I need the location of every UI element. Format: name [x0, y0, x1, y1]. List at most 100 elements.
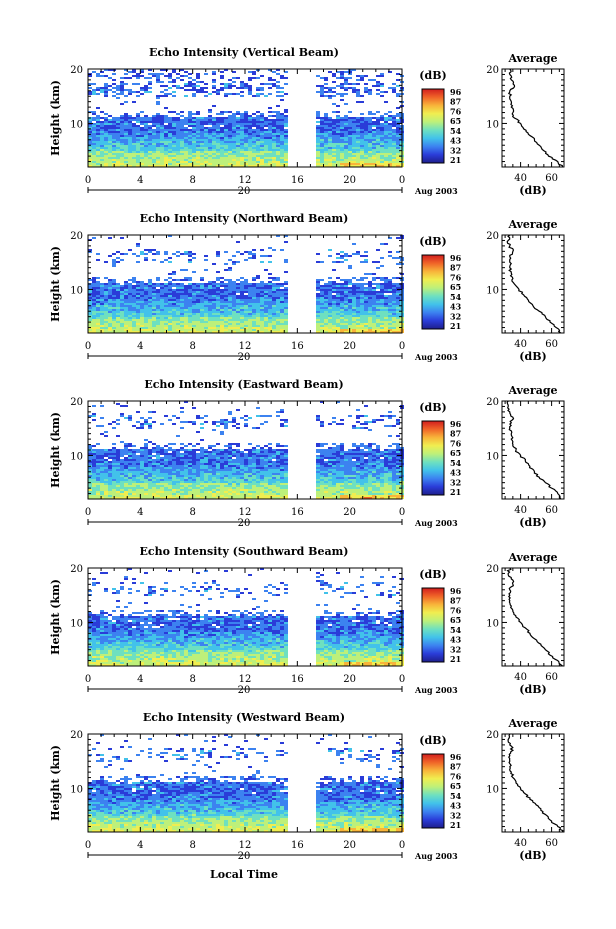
- colorbar-tick-label: 21: [450, 654, 461, 664]
- colorbar-tick-label: 65: [450, 282, 461, 292]
- x-tick-label: 0: [399, 507, 405, 518]
- x-tick-label: 4: [137, 840, 143, 851]
- date-month-label: Aug 2003: [414, 352, 458, 362]
- average-y-tick-label: 20: [486, 231, 499, 242]
- x-tick-label: 12: [239, 341, 252, 352]
- colorbar-tick-label: 43: [450, 801, 462, 811]
- x-tick-label: 0: [85, 175, 91, 186]
- y-tick-label: 20: [70, 65, 83, 76]
- average-x-tick-label: 60: [545, 173, 558, 184]
- average-x-tick-label: 60: [545, 505, 558, 516]
- colorbar-tick-label: 65: [450, 781, 461, 791]
- colorbar-tick-label: 54: [450, 791, 462, 801]
- average-profile-line: [508, 568, 563, 666]
- x-tick-label: 20: [343, 341, 356, 352]
- colorbar-tick-label: 21: [450, 820, 461, 830]
- colorbar: [422, 588, 444, 662]
- average-y-tick-label: 20: [486, 730, 499, 741]
- x-tick-label: 8: [189, 175, 195, 186]
- y-axis-label: Height (km): [49, 579, 62, 655]
- x-tick-label: 20: [343, 674, 356, 685]
- panel-3: Echo Intensity (Eastward Beam)0 4 8 12 16 20 0…: [49, 378, 564, 529]
- y-axis-label: Height (km): [49, 246, 62, 322]
- date-month-label: Aug 2003: [414, 186, 458, 196]
- colorbar-tick-label: 76: [450, 106, 462, 116]
- average-frame: [502, 69, 564, 167]
- x-tick-label: 4: [137, 341, 143, 352]
- x-tick-label: 4: [137, 674, 143, 685]
- colorbar-tick-label: 96: [450, 752, 462, 762]
- average-y-tick-label: 10: [486, 784, 499, 795]
- colorbar-tick-label: 87: [450, 97, 461, 107]
- colorbar-tick-label: 43: [450, 136, 462, 146]
- x-tick-label: 12: [239, 175, 252, 186]
- average-x-label: (dB): [519, 516, 546, 529]
- average-x-label: (dB): [519, 849, 546, 862]
- colorbar-tick-label: 54: [450, 625, 462, 635]
- average-y-tick-label: 10: [486, 451, 499, 462]
- y-tick-label: 10: [70, 285, 83, 296]
- colorbar-tick-label: 87: [450, 429, 461, 439]
- y-tick-label: 20: [70, 730, 83, 741]
- colorbar-tick-label: 21: [450, 321, 461, 331]
- colorbar: [422, 255, 444, 329]
- x-tick-label: 4: [137, 507, 143, 518]
- average-title: Average: [507, 384, 557, 397]
- average-y-tick-label: 10: [486, 285, 499, 296]
- colorbar-tick-label: 54: [450, 458, 462, 468]
- y-tick-label: 10: [70, 119, 83, 130]
- average-profile-line: [507, 235, 561, 333]
- x-tick-label: 16: [291, 507, 304, 518]
- x-tick-label: 0: [85, 341, 91, 352]
- y-tick-label: 10: [70, 784, 83, 795]
- colorbar-tick-label: 54: [450, 126, 462, 136]
- average-y-tick-label: 20: [486, 65, 499, 76]
- date-day-label: 20: [238, 186, 251, 197]
- average-x-tick-label: 40: [514, 339, 527, 350]
- colorbar-tick-label: 96: [450, 419, 462, 429]
- colorbar-tick-label: 87: [450, 596, 461, 606]
- x-tick-label: 20: [343, 840, 356, 851]
- average-y-tick-label: 20: [486, 397, 499, 408]
- x-tick-label: 8: [189, 840, 195, 851]
- average-y-tick-label: 10: [486, 618, 499, 629]
- average-title: Average: [507, 551, 557, 564]
- colorbar: [422, 89, 444, 163]
- date-month-label: Aug 2003: [414, 518, 458, 528]
- colorbar-unit: (dB): [419, 568, 446, 581]
- x-tick-label: 16: [291, 840, 304, 851]
- panel-title: Echo Intensity (Vertical Beam): [149, 46, 339, 59]
- average-x-tick-label: 40: [514, 672, 527, 683]
- date-day-label: 20: [238, 851, 251, 862]
- colorbar-tick-label: 32: [450, 810, 461, 820]
- x-tick-label: 0: [85, 507, 91, 518]
- average-x-tick-label: 60: [545, 838, 558, 849]
- panel-2: Echo Intensity (Northward Beam)0 4 8 12 16 20…: [49, 212, 564, 363]
- colorbar-tick-label: 32: [450, 145, 461, 155]
- x-tick-label: 16: [291, 341, 304, 352]
- average-y-tick-label: 10: [486, 119, 499, 130]
- average-x-label: (dB): [519, 350, 546, 363]
- average-profile-line: [507, 401, 561, 499]
- colorbar-tick-label: 65: [450, 615, 461, 625]
- colorbar-tick-label: 32: [450, 311, 461, 321]
- x-tick-label: 0: [85, 674, 91, 685]
- colorbar-tick-label: 54: [450, 292, 462, 302]
- colorbar-tick-label: 87: [450, 762, 461, 772]
- average-x-tick-label: 40: [514, 173, 527, 184]
- colorbar-tick-label: 76: [450, 771, 462, 781]
- average-x-tick-label: 60: [545, 672, 558, 683]
- average-title: Average: [507, 52, 557, 65]
- panel-4: Echo Intensity (Southward Beam)0 4 8 12 16 20…: [49, 545, 564, 696]
- x-tick-label: 0: [85, 840, 91, 851]
- average-x-tick-label: 40: [514, 505, 527, 516]
- x-axis-label: Local Time: [210, 868, 278, 881]
- average-y-tick-label: 20: [486, 564, 499, 575]
- panel-title: Echo Intensity (Southward Beam): [140, 545, 349, 558]
- colorbar-tick-label: 76: [450, 272, 462, 282]
- colorbar-tick-label: 43: [450, 468, 462, 478]
- x-tick-label: 8: [189, 341, 195, 352]
- y-axis-label: Height (km): [49, 745, 62, 821]
- x-tick-label: 4: [137, 175, 143, 186]
